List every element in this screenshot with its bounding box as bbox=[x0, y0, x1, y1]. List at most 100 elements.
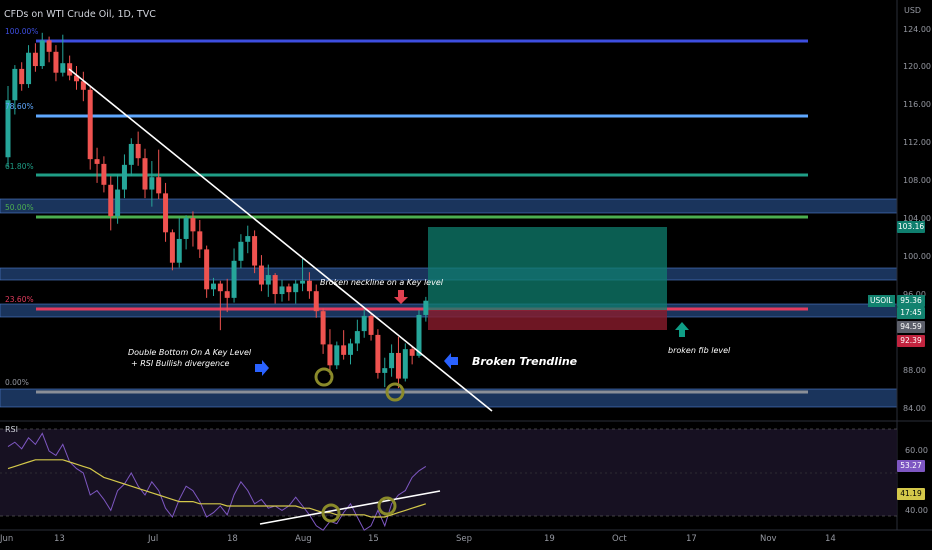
double-bottom-marker-2 bbox=[385, 382, 405, 402]
date-tick: 13 bbox=[54, 534, 65, 544]
price-tick: 104.00 bbox=[903, 214, 931, 223]
candle-body bbox=[300, 280, 306, 284]
candle-body bbox=[272, 275, 278, 295]
candle-body bbox=[60, 63, 66, 73]
candle-body bbox=[156, 177, 162, 194]
fib-label-100: 100.00% bbox=[5, 27, 39, 36]
date-tick: Jul bbox=[148, 534, 159, 544]
price-tick: 116.00 bbox=[903, 100, 931, 109]
candle-body bbox=[354, 331, 360, 344]
price-tick: 120.00 bbox=[903, 62, 931, 71]
rsi-value-tag: 53.27 bbox=[897, 460, 925, 472]
fib-label-236: 23.60% bbox=[5, 295, 34, 304]
arrow-left-icon bbox=[444, 353, 458, 369]
fib-label-50: 50.00% bbox=[5, 203, 34, 212]
candle-body bbox=[163, 193, 169, 233]
candle-body bbox=[101, 163, 107, 185]
candle-body bbox=[32, 52, 38, 67]
candle-body bbox=[258, 265, 264, 285]
annotation-double-bottom: Double Bottom On A Key Level bbox=[128, 348, 252, 357]
date-tick: 14 bbox=[825, 534, 836, 544]
candle-body bbox=[368, 315, 374, 335]
rsi-divergence-line[interactable] bbox=[259, 490, 441, 525]
candle-body bbox=[348, 343, 353, 355]
candle-body bbox=[313, 291, 319, 312]
price-tag-stop: 92.39 bbox=[897, 335, 925, 347]
candle-body bbox=[94, 159, 100, 164]
candle-body bbox=[169, 232, 175, 263]
candle-body bbox=[135, 143, 141, 159]
candle-body bbox=[176, 238, 182, 263]
candle-body bbox=[204, 249, 210, 290]
price-tag-103: 103.16 bbox=[897, 221, 925, 233]
candle-body bbox=[416, 314, 422, 356]
date-tick: Oct bbox=[612, 534, 627, 544]
candle-body bbox=[128, 143, 134, 165]
candle-body bbox=[238, 241, 244, 261]
candle-body bbox=[293, 283, 299, 293]
arrow-down-icon bbox=[394, 290, 408, 304]
candle-body bbox=[361, 315, 367, 332]
candle-body bbox=[211, 283, 216, 290]
price-tick: 88.00 bbox=[903, 366, 926, 375]
currency-label: USD bbox=[904, 6, 922, 15]
fib-label-0: 0.00% bbox=[5, 378, 29, 387]
candle-body bbox=[334, 345, 340, 366]
price-tick: 96.00 bbox=[903, 290, 926, 299]
candle-body bbox=[53, 51, 59, 73]
candle-body bbox=[245, 236, 251, 242]
rsi-divergence-marker-1 bbox=[321, 503, 341, 523]
candle-body bbox=[5, 100, 11, 158]
long-position-stop-zone[interactable] bbox=[428, 310, 667, 330]
date-tick: 15 bbox=[368, 534, 379, 544]
candle-body bbox=[19, 68, 25, 85]
candle-body bbox=[231, 260, 237, 298]
candle-body bbox=[306, 280, 312, 292]
candlestick-series bbox=[5, 32, 429, 389]
price-tick: 108.00 bbox=[903, 176, 931, 185]
candle-body bbox=[108, 184, 114, 217]
annotation-rsi-divergence: + RSI Bullish divergence bbox=[131, 359, 230, 368]
symbol-header[interactable]: CFDs on WTI Crude Oil, 1D, TVC bbox=[4, 9, 156, 20]
date-tick: Aug bbox=[295, 534, 312, 544]
broken-trendline[interactable] bbox=[68, 68, 493, 412]
candle-body bbox=[190, 218, 196, 232]
long-position-target-zone[interactable] bbox=[428, 227, 667, 310]
annotation-broken-trendline: Broken Trendline bbox=[472, 355, 578, 368]
date-tick: Jun bbox=[0, 534, 14, 544]
candle-body bbox=[423, 300, 429, 315]
candle-body bbox=[74, 75, 79, 82]
candle-body bbox=[46, 40, 52, 52]
price-tick: 124.00 bbox=[903, 25, 931, 34]
candle-body bbox=[12, 68, 18, 101]
price-tag-last: 95.36 bbox=[897, 295, 925, 307]
candle-body bbox=[217, 283, 223, 292]
price-tag-entry: 94.59 bbox=[897, 321, 925, 333]
double-bottom-marker-1 bbox=[314, 367, 334, 387]
annotation-broken-fib-level: broken fib level bbox=[668, 346, 731, 355]
fib-label-618: 61.80% bbox=[5, 162, 34, 171]
candle-body bbox=[142, 158, 148, 190]
candle-body bbox=[395, 352, 401, 379]
candle-body bbox=[252, 236, 258, 266]
candle-body bbox=[389, 352, 395, 369]
rsi-indicator-label[interactable]: RSI bbox=[5, 425, 18, 434]
rsi-divergence-marker-2 bbox=[377, 496, 397, 516]
candle-body bbox=[382, 368, 388, 373]
candle-body bbox=[39, 40, 45, 67]
candle-body bbox=[402, 349, 408, 379]
fib-label-786: 78.60% bbox=[5, 102, 34, 111]
candle-body bbox=[115, 189, 121, 217]
symbol-title: CFDs on WTI Crude Oil, 1D, TVC bbox=[4, 9, 156, 20]
candle-body bbox=[121, 164, 127, 190]
candle-body bbox=[87, 89, 93, 160]
candle-body bbox=[375, 334, 381, 373]
price-tick: 84.00 bbox=[903, 404, 926, 413]
key-level-zone-104 bbox=[0, 198, 898, 214]
candle-body bbox=[327, 344, 333, 366]
date-tick: 19 bbox=[544, 534, 555, 544]
price-tick: 100.00 bbox=[903, 252, 931, 261]
candle-body bbox=[341, 345, 347, 355]
